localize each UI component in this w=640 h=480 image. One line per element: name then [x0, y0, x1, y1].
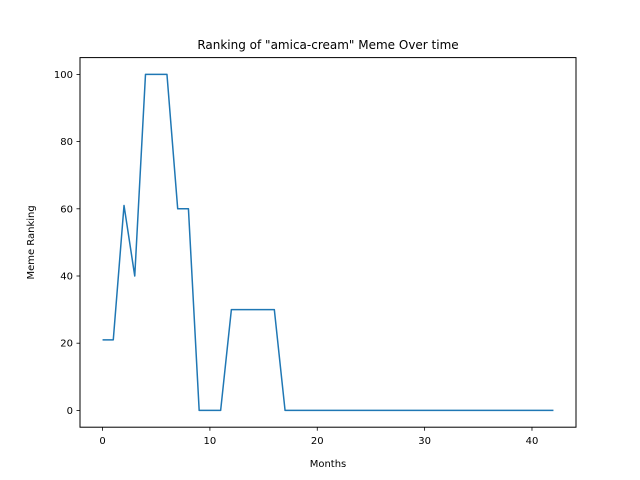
y-tick-label: 40 [60, 272, 73, 283]
plot-area [102, 73, 554, 412]
axis-ticks: 0 10 20 30 40 0 20 40 60 80 100 [54, 70, 538, 447]
chart-title: Ranking of "amica-cream" Meme Over time [197, 38, 458, 52]
y-tick-label: 60 [60, 204, 73, 215]
x-tick-label: 10 [204, 436, 217, 447]
x-tick-label: 40 [526, 436, 539, 447]
x-tick-label: 0 [99, 436, 105, 447]
y-tick-label: 0 [67, 406, 73, 417]
y-tick-label: 100 [54, 70, 73, 81]
series-line [102, 73, 554, 412]
y-axis-label: Meme Ranking [26, 205, 37, 279]
axes-frame [79, 57, 577, 428]
y-tick-label: 80 [60, 137, 73, 148]
x-tick-label: 20 [311, 436, 324, 447]
x-tick-label: 30 [418, 436, 431, 447]
y-tick-label: 20 [60, 339, 73, 350]
x-axis-label: Months [310, 459, 347, 470]
